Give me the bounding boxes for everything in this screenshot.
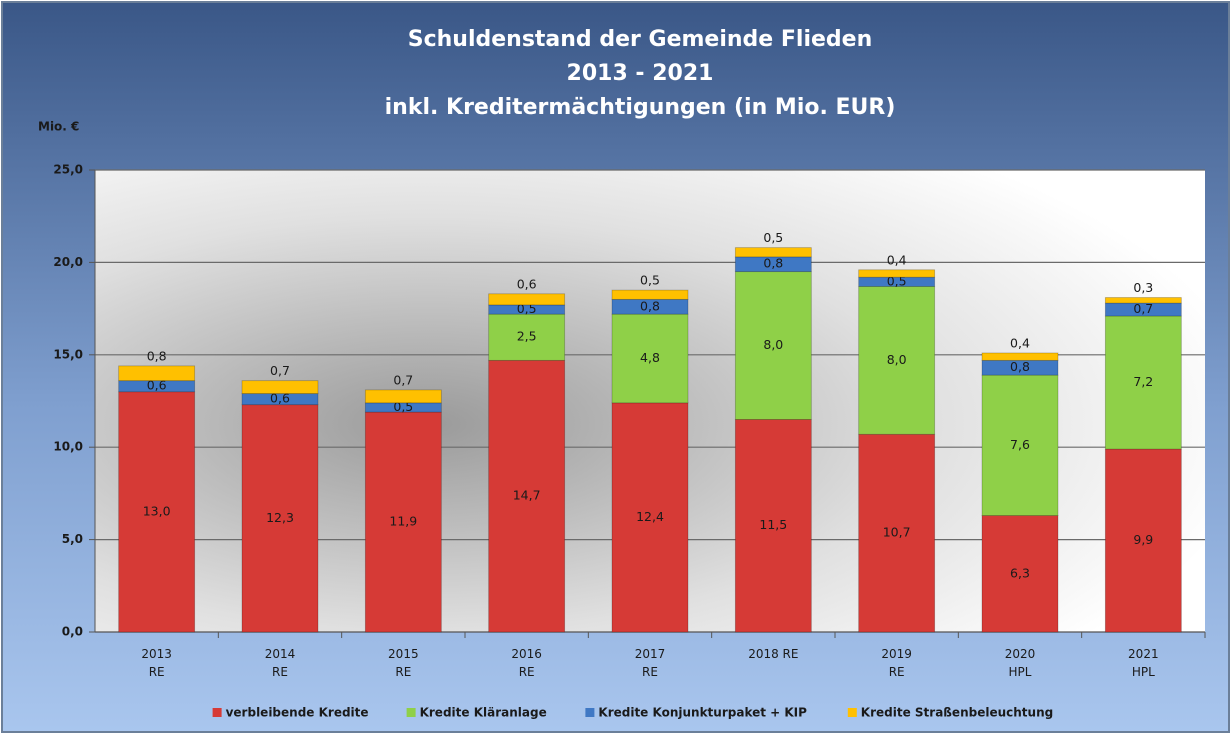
data-label: 12,3 [266, 510, 294, 525]
y-tick-label: 15,0 [53, 347, 83, 361]
x-tick-label: 2019 RE [881, 647, 912, 679]
data-label: 0,8 [640, 298, 660, 313]
data-label: 14,7 [513, 488, 541, 503]
x-tick-line: 2015 [388, 647, 419, 661]
x-tick-line: RE [149, 665, 165, 679]
x-tick-line: RE [272, 665, 288, 679]
x-tick-line: RE [889, 665, 905, 679]
bar-segment [1104, 448, 1182, 633]
bar-segment [118, 365, 196, 382]
legend-label: verbleibende Kredite [226, 706, 369, 720]
chart-title: 2013 - 2021 [567, 61, 714, 86]
data-label: 0,5 [763, 230, 783, 245]
data-label: 4,8 [640, 350, 660, 365]
data-label: 6,3 [1010, 565, 1030, 580]
data-label: 0,6 [147, 378, 167, 393]
data-label: 7,6 [1010, 437, 1030, 452]
x-tick-line: 2019 [881, 647, 912, 661]
data-label: 7,2 [1133, 374, 1153, 389]
bar-segment [364, 389, 442, 404]
bar-segment [858, 269, 936, 278]
data-label: 0,3 [1133, 280, 1153, 295]
data-label: 13,0 [143, 503, 171, 518]
x-tick-label: 2013 RE [141, 647, 172, 679]
x-tick-line: 2017 [635, 647, 666, 661]
x-tick-line: 2018 RE [748, 647, 798, 661]
data-label: 0,6 [270, 391, 290, 406]
bar-segment [118, 391, 196, 633]
data-label: 0,7 [1133, 301, 1153, 316]
x-tick-line: 2014 [265, 647, 296, 661]
x-tick-line: 2021 [1128, 647, 1159, 661]
x-tick-label: 2021 HPL [1128, 647, 1159, 679]
data-label: 8,0 [763, 337, 783, 352]
bar-segment [734, 271, 812, 420]
x-tick-label: 2018 RE [748, 647, 798, 661]
legend-label: Kredite Konjunkturpaket + KIP [598, 706, 807, 720]
x-tick-label: 2015 RE [388, 647, 419, 679]
data-label: 0,5 [640, 273, 660, 288]
data-label: 0,8 [147, 348, 167, 363]
data-label: 9,9 [1133, 532, 1153, 547]
data-label: 11,9 [389, 514, 417, 529]
legend-swatch [212, 708, 222, 717]
bar-segment [734, 247, 812, 258]
data-label: 0,4 [887, 252, 907, 267]
x-tick-line: RE [395, 665, 411, 679]
x-tick-label: 2020 HPL [1005, 647, 1036, 679]
x-tick-line: RE [519, 665, 535, 679]
x-tick-line: 2013 [141, 647, 172, 661]
x-tick-line: 2020 [1005, 647, 1036, 661]
y-tick-label: 10,0 [53, 440, 83, 454]
data-label: 8,0 [887, 352, 907, 367]
bar-segment [981, 374, 1059, 516]
bar-segment [488, 293, 566, 306]
y-tick-label: 20,0 [53, 255, 83, 269]
x-tick-line: 2016 [511, 647, 542, 661]
chart-title: Schuldenstand der Gemeinde Flieden [408, 27, 873, 52]
x-tick-label: 2016 RE [511, 647, 542, 679]
bar-segment [981, 352, 1059, 361]
bar-segment [488, 313, 566, 361]
legend-swatch [585, 708, 595, 717]
x-tick-label: 2017 RE [635, 647, 666, 679]
y-axis-label: Mio. € [38, 120, 79, 134]
bar-segment [734, 419, 812, 633]
bar-segment [364, 411, 442, 633]
y-tick-label: 0,0 [62, 625, 83, 639]
x-tick-line: HPL [1132, 665, 1155, 679]
legend-swatch [847, 708, 857, 717]
data-label: 11,5 [759, 517, 787, 532]
x-tick-line: RE [642, 665, 658, 679]
bar-segment [488, 359, 566, 633]
bar-segment [611, 402, 689, 633]
data-label: 12,4 [636, 509, 664, 524]
data-label: 0,7 [270, 363, 290, 378]
bar-segment [981, 515, 1059, 633]
y-tick-label: 25,0 [53, 163, 83, 177]
legend-label: Kredite Straßenbeleuchtung [861, 706, 1053, 720]
bar-segment [1104, 315, 1182, 450]
bar-segment [241, 404, 319, 633]
bar-segment [1104, 297, 1182, 304]
chart-title: inkl. Kreditermächtigungen (in Mio. EUR) [385, 95, 896, 120]
bar-segment [241, 380, 319, 395]
data-label: 10,7 [883, 525, 911, 540]
legend-label: Kredite Kläranlage [420, 706, 547, 720]
data-label: 0,8 [1010, 359, 1030, 374]
data-label: 0,8 [763, 256, 783, 271]
data-label: 0,6 [517, 276, 537, 291]
bar-segment [858, 286, 936, 435]
bar-segment [611, 289, 689, 300]
legend-swatch [406, 708, 416, 717]
x-tick-line: HPL [1009, 665, 1032, 679]
data-label: 0,4 [1010, 335, 1030, 350]
data-label: 2,5 [517, 329, 537, 344]
x-tick-label: 2014 RE [265, 647, 296, 679]
y-tick-label: 5,0 [62, 532, 83, 546]
data-label: 0,7 [393, 372, 413, 387]
bar-segment [611, 313, 689, 404]
